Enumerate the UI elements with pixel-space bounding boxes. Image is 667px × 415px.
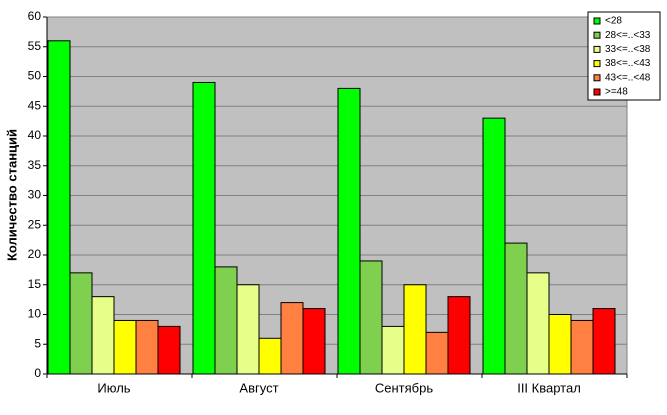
- bar: [592, 308, 616, 375]
- y-tick-label: 5: [34, 336, 41, 350]
- x-tick-label: Июль: [97, 380, 130, 395]
- bar: [192, 81, 216, 375]
- bar: [482, 117, 506, 375]
- bar: [570, 319, 594, 375]
- x-tick-label: Сентябрь: [375, 380, 433, 395]
- bar: [447, 296, 471, 375]
- bar: [113, 319, 137, 375]
- legend-swatch: [593, 88, 601, 96]
- y-tick-label: 45: [28, 98, 42, 112]
- bar: [91, 296, 115, 375]
- bar: [337, 87, 361, 375]
- legend-label: 38<=..<43: [605, 58, 651, 69]
- y-tick-label: 10: [28, 307, 42, 321]
- bar: [302, 308, 326, 375]
- bar: [69, 272, 93, 375]
- y-tick-label: 35: [28, 158, 42, 172]
- bar: [425, 331, 449, 375]
- y-tick-label: 20: [28, 247, 42, 261]
- legend-label: 28<=..<33: [605, 30, 651, 41]
- legend-swatch: [593, 17, 601, 25]
- y-tick-label: 25: [28, 217, 42, 231]
- legend-label: <28: [605, 16, 622, 27]
- y-tick-label: 50: [28, 69, 42, 83]
- y-tick-label: 15: [28, 277, 42, 291]
- bar: [214, 266, 238, 375]
- y-tick-label: 55: [28, 39, 42, 53]
- y-axis-label: Количество станций: [4, 129, 19, 261]
- bar: [359, 260, 383, 375]
- x-tick-label: Август: [239, 380, 278, 395]
- bar: [280, 302, 304, 375]
- bar: [236, 284, 260, 375]
- bar: [157, 325, 181, 375]
- legend-label: 43<=..<48: [605, 72, 651, 83]
- legend-swatch: [593, 74, 601, 82]
- legend-label: 33<=..<38: [605, 44, 651, 55]
- bar: [47, 40, 71, 375]
- bar: [504, 242, 528, 375]
- bar: [403, 284, 427, 375]
- legend-label: >=48: [605, 87, 628, 98]
- x-tick-label: III Квартал: [517, 380, 581, 395]
- bar: [381, 325, 405, 375]
- y-tick-label: 60: [28, 9, 42, 23]
- bar: [526, 272, 550, 375]
- y-tick-label: 0: [34, 366, 41, 380]
- legend-swatch: [593, 60, 601, 68]
- bar: [135, 319, 159, 375]
- legend-swatch: [593, 45, 601, 53]
- y-tick-label: 40: [28, 128, 42, 142]
- bar: [258, 337, 282, 375]
- bar: [548, 314, 572, 375]
- y-tick-label: 30: [28, 188, 42, 202]
- legend-swatch: [593, 31, 601, 39]
- legend-box: [587, 11, 661, 101]
